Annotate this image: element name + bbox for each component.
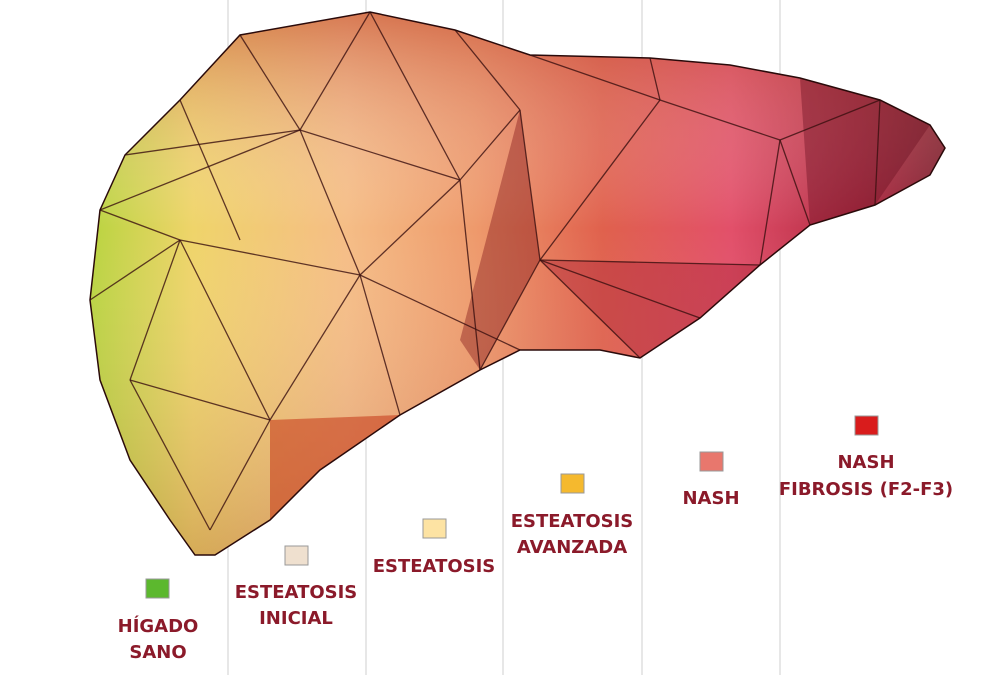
- mesh-line: [539, 259, 641, 359]
- mesh-line: [179, 99, 241, 241]
- stage-label: HÍGADO: [118, 615, 199, 637]
- mesh: [90, 12, 881, 531]
- mesh-line: [99, 129, 301, 211]
- mesh-line: [129, 379, 271, 421]
- facet: [460, 110, 540, 370]
- mesh-line: [179, 239, 271, 421]
- mesh-line: [359, 274, 521, 351]
- facet: [800, 78, 930, 225]
- mesh-line: [369, 12, 461, 181]
- mesh-line: [299, 12, 371, 131]
- stage-label: FIBROSIS (F2-F3): [779, 479, 953, 500]
- stage-label: ESTEATOSIS: [511, 511, 634, 532]
- mesh-line: [179, 239, 361, 276]
- mesh-line: [129, 239, 181, 381]
- mesh-line: [459, 179, 481, 371]
- swatch: [699, 451, 724, 472]
- mesh-line: [649, 57, 661, 101]
- mesh-line: [269, 274, 361, 421]
- swatch: [854, 415, 879, 436]
- legend: HÍGADO SANO ESTEATOSIS INICIAL ESTEATOSI…: [118, 415, 953, 663]
- mesh-line: [209, 419, 271, 531]
- mesh-line: [459, 109, 521, 181]
- mesh-line: [479, 259, 541, 371]
- mesh-line: [299, 129, 461, 181]
- mesh-line: [124, 129, 301, 156]
- mesh-line: [779, 139, 811, 226]
- mesh-line: [99, 209, 181, 241]
- stage-label: SANO: [129, 642, 186, 663]
- stage-label: ESTEATOSIS: [235, 582, 358, 603]
- facet: [540, 260, 760, 358]
- swatch: [145, 578, 170, 599]
- mesh-line: [539, 259, 701, 319]
- mesh-line: [519, 109, 541, 261]
- stage-label: AVANZADA: [517, 537, 627, 558]
- mesh-line: [90, 239, 181, 301]
- mesh-line: [659, 99, 781, 141]
- facet: [270, 415, 400, 520]
- liver-outline: [89, 11, 946, 556]
- mesh-line: [359, 179, 461, 276]
- stage-label: INICIAL: [259, 608, 333, 629]
- mesh-line: [874, 99, 881, 206]
- mesh-line: [299, 129, 361, 276]
- mesh-line: [539, 99, 661, 261]
- mesh-line: [129, 379, 211, 531]
- mesh-line: [454, 29, 521, 111]
- mesh-line: [539, 259, 761, 266]
- stage-label: NASH: [682, 488, 739, 509]
- mesh-line: [359, 274, 401, 416]
- swatch: [284, 545, 309, 566]
- swatch: [560, 473, 585, 494]
- stage-label: ESTEATOSIS: [373, 556, 496, 577]
- stage-label: NASH: [837, 452, 894, 473]
- swatch: [422, 518, 447, 539]
- mesh-line: [529, 54, 661, 101]
- mesh-line: [239, 34, 301, 131]
- mesh-line: [779, 99, 881, 141]
- mesh-line: [759, 139, 781, 266]
